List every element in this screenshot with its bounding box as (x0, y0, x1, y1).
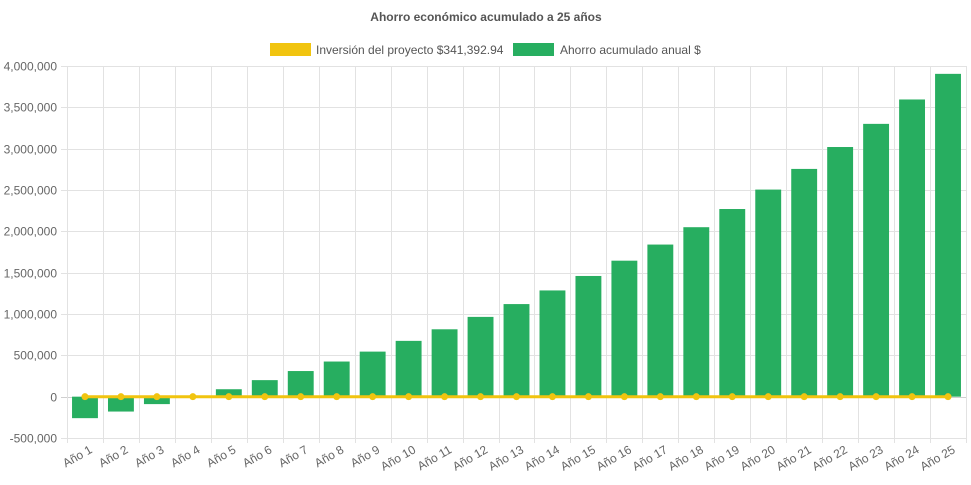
bar-16[interactable] (611, 260, 638, 397)
investment-point-25[interactable] (944, 393, 952, 401)
bar-1[interactable] (72, 396, 98, 419)
bar-6[interactable] (251, 380, 278, 397)
y-tick-label: 2,500,000 (4, 184, 58, 198)
x-tick-label: Año 19 (702, 442, 742, 473)
x-tick-label: Año 2 (96, 442, 130, 470)
bar-14[interactable] (539, 290, 566, 397)
y-tick-label: 4,000,000 (4, 60, 58, 74)
bar-19[interactable] (719, 209, 746, 397)
investment-point-6[interactable] (261, 393, 269, 401)
bar-21[interactable] (791, 168, 818, 397)
legend-label-investment[interactable]: Inversión del proyecto $341,392.94 (316, 43, 504, 57)
investment-point-14[interactable] (548, 393, 556, 401)
investment-point-13[interactable] (513, 393, 520, 401)
investment-point-21[interactable] (800, 393, 808, 401)
investment-point-8[interactable] (333, 393, 341, 401)
x-tick-label: Año 3 (132, 442, 166, 470)
chart-title: Ahorro económico acumulado a 25 años (370, 10, 602, 24)
investment-point-1[interactable] (81, 393, 89, 401)
x-tick-label: Año 14 (522, 442, 562, 473)
x-axis: Año 1 Año 2 Año 3 Año 4 Año 5 Año 6 Año 7 Año 8… (60, 442, 957, 473)
investment-point-16[interactable] (620, 393, 628, 401)
investment-point-9[interactable] (369, 393, 377, 401)
legend: Inversión del proyecto $341,392.94 Ahorr… (270, 43, 701, 57)
bar-3[interactable] (143, 396, 170, 405)
x-tick-label: Año 25 (918, 442, 958, 473)
x-tick-label: Año 7 (276, 442, 310, 470)
bar-5[interactable] (215, 389, 242, 397)
x-tick-label: Año 1 (60, 442, 94, 470)
investment-point-17[interactable] (656, 393, 664, 401)
bar-7[interactable] (287, 371, 314, 397)
bars (72, 73, 961, 419)
investment-point-12[interactable] (477, 393, 485, 401)
bar-25[interactable] (935, 73, 961, 397)
investment-point-5[interactable] (225, 393, 233, 401)
bar-8[interactable] (323, 361, 350, 397)
investment-point-7[interactable] (297, 393, 305, 401)
bar-13[interactable] (503, 304, 530, 397)
investment-point-18[interactable] (692, 393, 700, 401)
x-tick-label: Año 4 (168, 442, 202, 470)
investment-point-4[interactable] (189, 393, 197, 401)
investment-point-2[interactable] (117, 393, 125, 401)
bar-24[interactable] (899, 99, 926, 397)
x-tick-label: Año 15 (558, 442, 598, 473)
bar-18[interactable] (683, 227, 710, 397)
x-tick-label: Año 8 (312, 442, 346, 470)
y-tick-label: 2,000,000 (4, 225, 58, 239)
investment-point-19[interactable] (728, 393, 736, 401)
x-tick-label: Año 20 (738, 442, 778, 473)
x-tick-label: Año 9 (348, 442, 382, 470)
legend-swatch-savings[interactable] (513, 43, 554, 56)
investment-point-3[interactable] (153, 393, 161, 401)
bar-17[interactable] (647, 244, 674, 397)
legend-swatch-investment[interactable] (270, 43, 311, 56)
investment-point-24[interactable] (908, 393, 916, 401)
x-tick-label: Año 23 (846, 442, 886, 473)
x-tick-label: Año 22 (810, 442, 850, 473)
bar-9[interactable] (359, 351, 386, 397)
investment-line (81, 393, 952, 401)
bar-2[interactable] (107, 396, 134, 412)
x-tick-label: Año 21 (774, 442, 814, 473)
investment-point-10[interactable] (405, 393, 413, 401)
legend-label-savings[interactable]: Ahorro acumulado anual $ (560, 43, 701, 57)
x-tick-label: Año 18 (666, 442, 706, 473)
x-tick-label: Año 16 (594, 442, 634, 473)
y-tick-label: 3,000,000 (4, 143, 58, 157)
bar-12[interactable] (467, 316, 494, 397)
grid (61, 66, 967, 443)
y-tick-label: 1,000,000 (4, 308, 58, 322)
y-axis: -500,000 0 500,000 1,000,000 1,500,000 2,000,… (4, 60, 58, 446)
investment-point-20[interactable] (764, 393, 772, 401)
y-tick-label: 0 (50, 391, 57, 405)
bar-23[interactable] (863, 123, 890, 397)
y-tick-label: 1,500,000 (4, 267, 58, 281)
x-tick-label: Año 10 (378, 442, 418, 473)
x-tick-label: Año 11 (415, 442, 454, 473)
x-tick-label: Año 24 (882, 442, 922, 473)
investment-point-11[interactable] (441, 393, 449, 401)
x-tick-label: Año 5 (204, 442, 238, 470)
x-tick-label: Año 12 (450, 442, 490, 473)
x-tick-label: Año 13 (486, 442, 526, 473)
bar-22[interactable] (827, 147, 854, 397)
bar-15[interactable] (575, 275, 602, 397)
y-tick-label: 3,500,000 (4, 101, 58, 115)
x-tick-label: Año 17 (630, 442, 670, 473)
y-tick-label: -500,000 (10, 432, 58, 446)
bar-20[interactable] (755, 189, 782, 397)
bar-10[interactable] (395, 340, 422, 397)
investment-point-22[interactable] (836, 393, 844, 401)
y-tick-label: 500,000 (14, 349, 58, 363)
investment-point-23[interactable] (872, 393, 880, 401)
x-tick-label: Año 6 (240, 442, 274, 470)
bar-11[interactable] (431, 329, 458, 397)
investment-point-15[interactable] (584, 393, 592, 401)
